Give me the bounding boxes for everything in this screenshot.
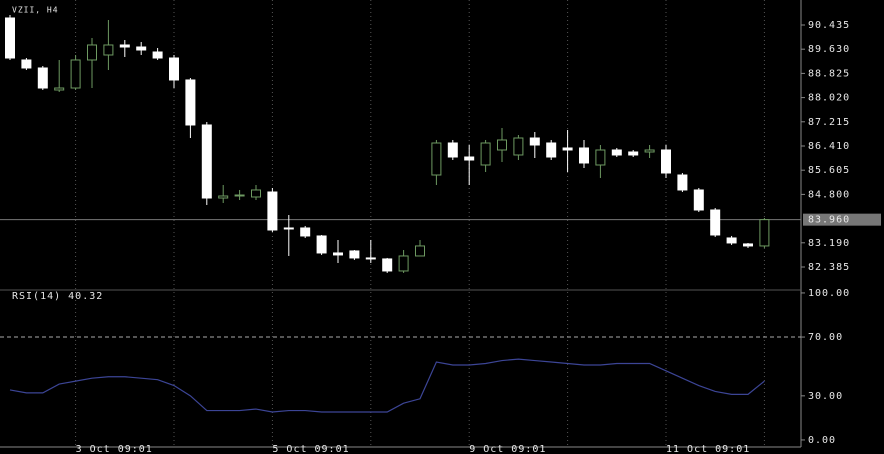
candle-body <box>267 191 278 231</box>
candle-body <box>251 189 261 198</box>
candle-body <box>103 44 114 56</box>
candle-body <box>349 250 360 259</box>
candle-body <box>480 142 491 166</box>
candle-body <box>21 59 32 69</box>
candle-body <box>415 245 425 257</box>
candle-body <box>218 195 229 199</box>
y-tick-label: 82.385 <box>808 262 850 273</box>
candle-body <box>300 227 311 237</box>
candle-body <box>201 124 212 199</box>
x-tick-label: 3 Oct 09:01 <box>76 444 153 454</box>
candle-body <box>513 137 524 156</box>
candle-body <box>119 44 130 48</box>
y-tick-label: 0.00 <box>808 435 836 446</box>
candle-body <box>562 147 573 151</box>
candle-body <box>152 51 163 59</box>
candle-body <box>431 142 442 176</box>
candle-body <box>759 219 770 247</box>
candle-body <box>37 67 48 89</box>
candle-body <box>398 255 409 272</box>
candle-body <box>726 237 737 244</box>
y-tick-label: 85.605 <box>808 165 850 176</box>
candle-body <box>382 258 393 272</box>
rsi-title: RSI(14) 40.32 <box>12 291 103 302</box>
candle-body <box>365 257 376 260</box>
candle-body <box>234 194 245 197</box>
y-tick-label: 30.00 <box>808 391 843 402</box>
y-tick-label: 86.410 <box>808 141 850 152</box>
candle-body <box>464 156 475 161</box>
candle-body <box>628 151 639 156</box>
rsi-line <box>9 358 765 413</box>
y-tick-label: 89.630 <box>808 44 850 55</box>
chart-title: VZII, H4 <box>12 6 59 15</box>
y-tick-label: 87.215 <box>808 117 850 128</box>
last-price-label: 83.960 <box>808 215 850 226</box>
candle-body <box>595 149 606 166</box>
candle-body <box>529 137 540 146</box>
candle-body <box>710 209 721 236</box>
candle-body <box>54 87 65 91</box>
candle-body <box>693 189 704 211</box>
y-tick-label: 88.825 <box>808 68 850 79</box>
candle-body <box>661 149 671 174</box>
last-price-tag <box>803 213 881 226</box>
candle-body <box>677 174 688 191</box>
candle-body <box>169 57 179 81</box>
candle-body <box>185 79 196 126</box>
candle-body <box>644 149 655 153</box>
candle-body <box>743 243 753 247</box>
y-tick-label: 83.190 <box>808 238 850 249</box>
candle-body <box>283 227 294 230</box>
candle-body <box>136 46 147 51</box>
candle-body <box>5 17 15 59</box>
candle-body <box>497 139 507 151</box>
y-tick-label: 84.800 <box>808 189 850 200</box>
candle-body <box>333 252 343 256</box>
candle-body <box>447 142 458 158</box>
candle-body <box>546 142 557 158</box>
y-tick-label: 100.00 <box>808 288 850 299</box>
y-tick-label: 88.020 <box>808 93 850 104</box>
y-tick-label: 70.00 <box>808 332 843 343</box>
x-tick-label: 11 Oct 09:01 <box>666 444 750 454</box>
candle-body <box>70 59 81 89</box>
y-tick-label: 90.435 <box>808 20 850 31</box>
candle-body <box>87 44 97 61</box>
candle-body <box>611 149 622 156</box>
candle-body <box>316 235 327 254</box>
candle-body <box>579 147 589 164</box>
x-tick-label: 5 Oct 09:01 <box>272 444 349 454</box>
x-tick-label: 9 Oct 09:01 <box>469 444 546 454</box>
